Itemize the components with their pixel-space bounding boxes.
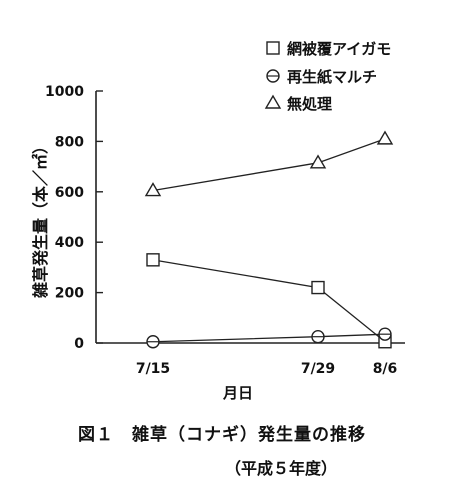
series-lines <box>152 138 386 343</box>
chart: 0 200 400 600 800 1000 7/15 7/29 8/6 網被覆アイガモ再生紙… <box>31 40 405 402</box>
series-markers <box>144 130 394 349</box>
x-tick-label: 7/15 <box>136 361 170 377</box>
y-tick-label: 1000 <box>45 84 84 100</box>
x-axis-label: 月日 <box>222 384 253 402</box>
data-point-triangle <box>376 130 394 145</box>
data-point-square <box>146 253 160 267</box>
data-point-circle <box>311 330 325 344</box>
legend-marker-square <box>266 41 280 55</box>
legend-label: 再生紙マルチ <box>287 68 377 86</box>
data-point-circle <box>378 327 392 341</box>
series-line-2 <box>152 138 386 192</box>
data-point-circle <box>146 335 160 349</box>
legend-marker-triangle <box>264 94 282 109</box>
x-tick-label: 7/29 <box>301 361 335 377</box>
y-tick-label: 200 <box>55 286 84 302</box>
x-ticks: 7/15 7/29 8/6 <box>136 336 397 377</box>
y-tick-label: 600 <box>55 185 84 201</box>
data-point-square <box>311 280 325 295</box>
y-tick-label: 800 <box>55 134 84 150</box>
axes <box>95 91 405 344</box>
data-point-triangle <box>309 154 327 169</box>
y-tick-label: 0 <box>74 336 84 352</box>
series-line-1 <box>152 333 386 343</box>
y-tick-label: 400 <box>55 235 84 251</box>
y-axis-label: 雑草発生量（本／㎡） <box>31 138 50 299</box>
figure-note: （平成５年度） <box>224 459 337 478</box>
figure-caption: 図１ 雑草（コナギ）発生量の推移 <box>78 425 366 445</box>
y-ticks: 0 200 400 600 800 1000 <box>45 84 103 352</box>
legend-label: 網被覆アイガモ <box>287 40 391 58</box>
legend-marker-circle <box>266 69 280 83</box>
data-point-triangle <box>144 182 162 197</box>
legend-label: 無処理 <box>287 95 332 113</box>
series-line-0 <box>152 259 386 343</box>
x-tick-label: 8/6 <box>373 361 398 377</box>
